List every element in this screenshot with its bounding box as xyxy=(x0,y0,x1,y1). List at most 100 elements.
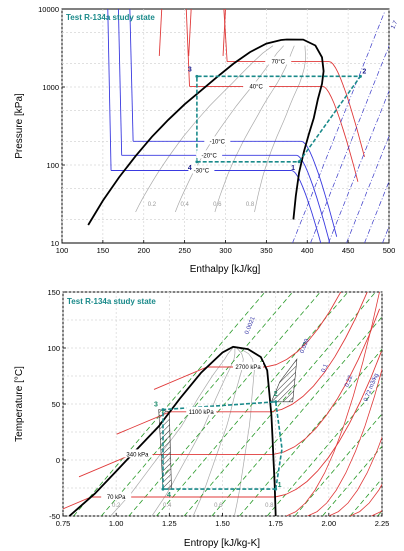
ph-x-tick-label: 500 xyxy=(383,246,396,255)
ph-y-tick-label: 100 xyxy=(46,161,59,170)
ph-isotherm-liquid xyxy=(107,9,112,171)
ts-quality-label: 0.2 xyxy=(112,503,121,509)
ph-entropy-line xyxy=(292,11,385,243)
ts-x-tick-label: 2.25 xyxy=(375,519,390,528)
ph-isotherm-label-bg xyxy=(188,165,215,174)
ph-y-tick-label: 10 xyxy=(51,239,59,248)
ph-cycle-point xyxy=(195,74,199,78)
ph-cycle-point-label: 1 xyxy=(291,165,295,172)
ph-x-ticks: 100 150 200 250 300 350 400 450 500 xyxy=(56,240,396,255)
ts-isobar-label: 1100 kPa xyxy=(189,410,215,416)
ph-entropy-line xyxy=(400,12,404,243)
ts-y-tick-label: 150 xyxy=(47,288,60,297)
ts-chart: 2700 kPa 1100 kPa 340 kPa 70 kPa 0.2 0.4 0.6 0.… xyxy=(14,288,390,549)
ts-volume-line xyxy=(322,445,382,516)
ph-x-tick-label: 450 xyxy=(342,246,355,255)
ts-volume-line xyxy=(100,292,294,516)
ph-grid xyxy=(61,9,390,243)
ts-x-axis-label: Entropy [kJ/kg-K] xyxy=(184,538,260,549)
ts-y-tick-label: 0 xyxy=(56,456,60,465)
ts-cycle-point xyxy=(274,487,278,491)
ph-cycle-point xyxy=(358,74,362,78)
ts-isobar-label: 70 kPa xyxy=(107,495,126,501)
ts-title: Test R-134a study state xyxy=(67,297,156,306)
ph-x-tick-label: 350 xyxy=(260,246,273,255)
ph-entropy-line xyxy=(328,90,389,243)
ph-x-tick-label: 250 xyxy=(178,246,191,255)
ts-quality-line xyxy=(192,346,244,516)
ts-x-tick-label: 1.25 xyxy=(162,519,177,528)
ph-x-tick-label: 200 xyxy=(137,246,150,255)
ph-quality-line xyxy=(214,45,295,213)
ts-x-tick-label: 1.50 xyxy=(215,519,230,528)
ph-saturation-dome xyxy=(87,38,325,226)
ts-x-tick-label: 1.00 xyxy=(109,519,124,528)
ph-quality-line xyxy=(135,45,274,213)
ph-x-tick-label: 400 xyxy=(301,246,314,255)
ts-cycle-point-label: 4 xyxy=(167,492,171,499)
ph-x-tick-label: 150 xyxy=(97,246,110,255)
ts-x-ticks: 0.75 1.00 1.25 1.50 1.75 2.00 2.25 xyxy=(56,513,390,528)
ph-isotherm-liquid xyxy=(117,9,123,156)
ph-chart: 70°C40°C-10°C-20°C-30°C0.20.40.60.81.71.… xyxy=(14,5,404,275)
ph-entropy-line xyxy=(364,180,389,243)
ts-cycle-point-label: 2 xyxy=(274,391,278,398)
ph-isotherm-liquid xyxy=(223,9,228,62)
ts-volume-line xyxy=(128,292,321,516)
ts-isobar-label: 2700 kPa xyxy=(235,365,261,371)
ph-x-axis-label: Enthalpy [kJ/kg] xyxy=(190,264,261,275)
ts-cycle-path xyxy=(162,400,283,490)
ts-isobar-extra xyxy=(349,483,382,516)
ph-cycle-point-label: 3 xyxy=(188,66,192,73)
ph-quality-label: 0.6 xyxy=(213,202,222,208)
ph-cycle-point-label: 4 xyxy=(188,165,192,172)
ph-x-tick-label: 300 xyxy=(219,246,232,255)
ts-volume-label: 0.22 xyxy=(344,374,354,388)
ts-isobar-label: 340 kPa xyxy=(126,452,149,458)
ts-volume-line xyxy=(211,316,382,516)
ts-isobar-label-bg xyxy=(122,449,153,458)
ph-isotherm-liquid xyxy=(129,9,134,142)
ph-cycle-point-label: 2 xyxy=(362,68,366,75)
ph-y-tick-label: 1000 xyxy=(42,83,59,92)
ts-volume-label: 0.1 xyxy=(321,363,330,374)
ph-title: Test R-134a study state xyxy=(66,13,155,22)
ts-x-tick-label: 2.00 xyxy=(322,519,337,528)
ph-quality-line xyxy=(254,45,306,213)
ts-x-tick-label: 0.75 xyxy=(56,519,71,528)
ph-isotherm-high xyxy=(188,9,192,56)
ts-y-tick-label: -50 xyxy=(49,512,60,521)
ts-isobar-label-bg xyxy=(233,362,264,371)
ts-volume-line xyxy=(239,348,382,516)
ph-isotherm-label: -10°C xyxy=(210,139,226,145)
ph-y-ticks: 10 100 1000 10000 xyxy=(38,5,65,248)
ph-isotherm-label-bg xyxy=(265,56,292,65)
ph-quality-label: 0.4 xyxy=(180,202,189,208)
ts-volume-line xyxy=(266,380,382,516)
ph-cycle-points: 1 2 3 4 xyxy=(188,66,367,171)
ts-quality-line xyxy=(233,346,255,516)
ph-entropy-line xyxy=(346,135,389,243)
ts-isobar-label-bg xyxy=(101,491,132,500)
ts-cycle-point xyxy=(274,400,278,404)
ph-y-axis-label: Pressure [kPa] xyxy=(14,93,25,159)
ph-y-tick-label: 10000 xyxy=(38,5,59,14)
ts-volume-line xyxy=(294,413,382,516)
ph-cycle-point xyxy=(195,160,199,164)
ts-quality-label: 0.8 xyxy=(265,503,274,509)
ph-isotherm-high xyxy=(222,9,226,56)
ts-quality-label: 0.6 xyxy=(214,503,223,509)
ts-isobar-extra xyxy=(307,367,382,516)
ph-quality-label: 0.2 xyxy=(148,202,157,208)
ph-entropy-line xyxy=(310,45,389,243)
ts-isobar-extra xyxy=(286,292,380,516)
ph-x-tick-label: 100 xyxy=(56,246,69,255)
ts-volume-label: 0.039 xyxy=(300,338,311,355)
ph-isotherm-label-bg xyxy=(243,81,270,90)
ts-quality-label: 0.4 xyxy=(163,503,172,509)
ts-cycle-point xyxy=(161,408,165,412)
ts-isobar-extra xyxy=(328,436,382,516)
ts-y-axis-label: Temperature [°C] xyxy=(14,366,25,442)
ts-y-ticks: -50 0 50 100 150 xyxy=(47,288,66,521)
